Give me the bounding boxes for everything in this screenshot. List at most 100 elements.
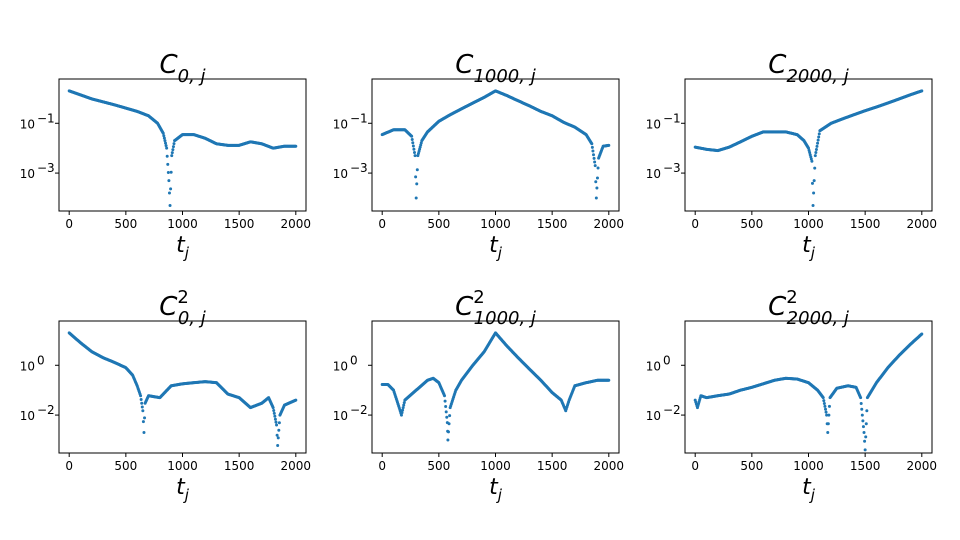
x-tick-label: 1500 — [537, 459, 568, 473]
data-point — [402, 403, 406, 407]
y-tick-base: 10 — [20, 167, 35, 181]
data-point — [412, 147, 416, 151]
x-axis-label: tj — [176, 475, 190, 504]
data-point — [590, 145, 594, 149]
axes-frame — [684, 78, 933, 212]
y-tick-label: 10 — [646, 167, 661, 181]
data-point — [165, 146, 169, 150]
x-tick-label: 500 — [740, 217, 763, 231]
y-tick-label: 10 — [20, 167, 35, 181]
y-tick-base: 10 — [333, 117, 348, 131]
data-point — [860, 407, 864, 411]
x-tick-label: 1500 — [224, 459, 255, 473]
title-base: C — [768, 50, 787, 80]
data-point — [447, 422, 451, 426]
data-point — [276, 444, 280, 447]
xlabel-subscript: j — [183, 244, 190, 262]
y-tick-label: 10 — [646, 409, 661, 423]
data-point — [920, 332, 924, 336]
data-point — [590, 142, 594, 146]
data-point — [817, 132, 821, 136]
data-point — [141, 409, 145, 413]
data-point — [162, 134, 166, 138]
x-tick-label: 0 — [691, 459, 699, 473]
data-point — [863, 448, 867, 452]
data-point — [591, 149, 595, 153]
data-series — [693, 332, 924, 452]
title-base: C — [159, 292, 178, 322]
subplot-title: C2000, j — [768, 50, 848, 87]
title-subscript: 2000, j — [786, 66, 848, 87]
data-point — [448, 414, 452, 418]
y-tick-label: 10 — [20, 409, 35, 423]
data-point — [166, 162, 170, 166]
x-tick-label: 1000 — [793, 217, 824, 231]
x-tick-label: 2000 — [594, 217, 625, 231]
data-point — [592, 153, 596, 157]
data-point — [814, 151, 818, 155]
title-base: C — [159, 50, 178, 80]
data-point — [275, 433, 279, 437]
data-point — [169, 170, 173, 174]
y-tick-exponent: −3 — [350, 161, 368, 175]
data-point — [827, 404, 831, 408]
y-tick-label: 10 — [20, 359, 35, 373]
x-axis-label: tj — [176, 233, 190, 262]
data-point — [864, 435, 868, 439]
data-point — [826, 422, 830, 426]
x-tick-label: 500 — [427, 217, 450, 231]
data-point — [810, 181, 814, 185]
data-point — [444, 404, 448, 408]
y-tick-exponent: −3 — [37, 161, 55, 175]
x-tick-label: 0 — [691, 217, 699, 231]
data-point — [595, 176, 599, 180]
data-point — [294, 144, 298, 148]
data-point — [277, 421, 281, 425]
y-tick-base: 10 — [333, 409, 348, 423]
x-tick-label: 1000 — [480, 459, 511, 473]
x-tick-label: 1500 — [224, 217, 255, 231]
data-point — [161, 131, 165, 135]
data-point — [812, 179, 816, 183]
title-superscript: 2 — [786, 287, 797, 308]
xlabel-subscript: j — [809, 244, 816, 262]
y-tick-label: 10 — [646, 359, 661, 373]
title-subscript: 1000, j — [474, 308, 536, 329]
data-point — [166, 170, 170, 174]
x-tick-label: 2000 — [907, 217, 938, 231]
subplot-title: C2 2000, j — [768, 287, 849, 329]
x-tick-label: 500 — [427, 459, 450, 473]
data-series — [67, 331, 298, 447]
data-point — [139, 394, 143, 398]
data-point — [607, 378, 611, 382]
data-point — [400, 411, 404, 415]
subplot-title: C2 0, j — [159, 287, 206, 329]
y-tick-exponent: −2 — [37, 403, 55, 417]
y-tick-exponent: 0 — [663, 353, 671, 367]
xlabel-base: t — [802, 233, 812, 258]
title-base: C — [455, 50, 474, 80]
xlabel-subscript: j — [496, 244, 503, 262]
data-point — [443, 394, 447, 398]
y-tick-base: 10 — [646, 167, 661, 181]
data-series — [380, 331, 611, 442]
y-tick-exponent: −2 — [350, 403, 368, 417]
y-tick-exponent: −3 — [663, 161, 681, 175]
data-point — [861, 419, 865, 423]
data-point — [593, 160, 597, 164]
data-point — [595, 186, 599, 190]
data-point — [823, 404, 827, 408]
data-point — [594, 196, 598, 200]
data-point — [596, 166, 600, 170]
data-point — [861, 425, 865, 429]
data-point — [813, 154, 817, 158]
data-point — [816, 138, 820, 142]
data-point — [815, 144, 819, 148]
data-point — [162, 136, 166, 140]
y-tick-exponent: 0 — [350, 353, 358, 367]
y-tick-base: 10 — [333, 359, 348, 373]
y-tick-base: 10 — [646, 117, 661, 131]
data-point — [170, 154, 174, 158]
data-point — [817, 135, 821, 139]
data-point — [445, 415, 449, 419]
